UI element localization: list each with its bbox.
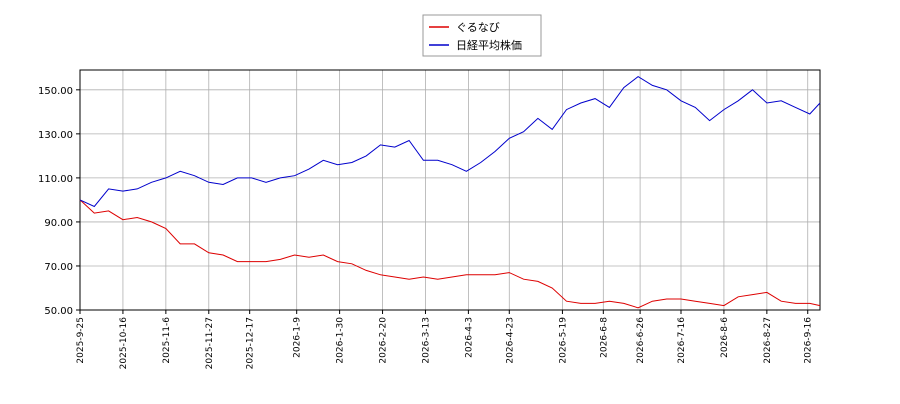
x-tick-label: 2025-10-16	[119, 317, 129, 370]
y-tick-label: 90.00	[44, 218, 73, 229]
x-tick-label: 2026-5-19	[558, 317, 568, 364]
y-tick-label: 70.00	[44, 262, 73, 273]
y-tick-label: 150.00	[38, 86, 73, 97]
y-tick-label: 50.00	[44, 306, 73, 317]
x-tick-label: 2026-3-13	[421, 317, 431, 364]
x-tick-label: 2025-12-17	[246, 317, 256, 369]
legend-label: 日経平均株価	[456, 38, 522, 52]
series-line	[79, 75, 821, 208]
x-tick-label: 2026-4-3	[464, 317, 474, 358]
x-tick-label: 2026-6-26	[636, 317, 646, 364]
x-tick-label: 2025-9-25	[76, 317, 86, 364]
legend-label: ぐるなび	[456, 21, 500, 34]
legend-box	[422, 14, 542, 57]
x-tick-label: 2026-2-20	[379, 317, 389, 364]
series-line	[79, 199, 821, 309]
x-tick-label: 2026-6-8	[599, 317, 609, 358]
plot-frame	[79, 69, 821, 311]
x-tick-label: 2025-11-27	[205, 317, 215, 369]
y-tick-label: 130.00	[38, 130, 73, 141]
x-tick-label: 2026-1-30	[336, 317, 346, 364]
x-tick-label: 2026-1-9	[293, 317, 303, 358]
x-tick-label: 2025-11-6	[162, 317, 172, 364]
y-tick-label: 110.00	[38, 174, 73, 185]
x-tick-label: 2026-9-16	[804, 317, 814, 364]
x-tick-label: 2026-8-27	[763, 317, 773, 364]
x-tick-label: 2026-4-23	[505, 317, 515, 364]
x-tick-label: 2026-8-6	[720, 317, 730, 358]
x-tick-label: 2026-7-16	[677, 317, 687, 364]
